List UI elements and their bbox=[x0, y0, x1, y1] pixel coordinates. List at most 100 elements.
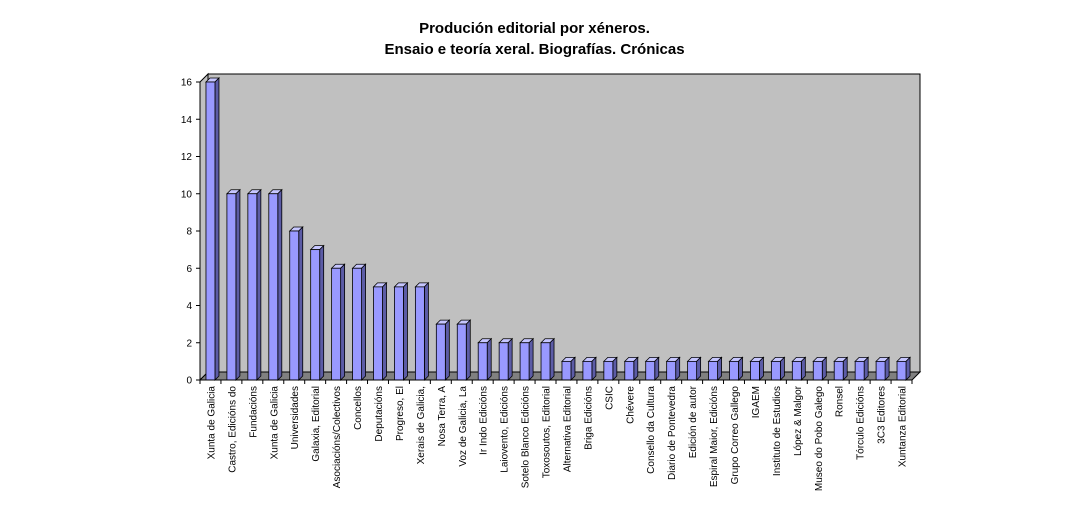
x-tick-label: Briga Edicións bbox=[583, 386, 594, 450]
bar-side bbox=[277, 188, 283, 381]
bar-side bbox=[863, 356, 869, 381]
x-tick-label: Galaxia, Editorial bbox=[311, 386, 322, 462]
y-tick-label: 2 bbox=[186, 338, 192, 349]
x-tick-label: Xerais de Galicia, bbox=[416, 386, 427, 464]
x-tick-label: Diario de Pontevedra bbox=[667, 386, 678, 480]
x-tick-label: Espiral Maior, Edicións bbox=[709, 386, 720, 487]
bar bbox=[288, 226, 304, 381]
x-tick-label: Universidades bbox=[290, 386, 301, 449]
bar-side bbox=[633, 356, 639, 381]
bar-side bbox=[821, 356, 827, 381]
bar-side bbox=[779, 356, 785, 381]
bar-side bbox=[256, 188, 262, 381]
bar bbox=[561, 356, 576, 381]
bar bbox=[246, 188, 262, 381]
chart-title-block: Produción editorial por xéneros. Ensaio … bbox=[0, 18, 1069, 60]
x-tick-label: Castro, Edicións do bbox=[227, 386, 238, 473]
bar bbox=[372, 281, 388, 381]
bar-front bbox=[394, 286, 404, 381]
bar-front bbox=[247, 193, 258, 381]
bar-side bbox=[361, 263, 366, 381]
bar-front bbox=[373, 286, 383, 381]
x-tick-label: Concellos bbox=[353, 386, 364, 430]
chart-subtitle: Ensaio e teoría xeral. Biografías. Cróni… bbox=[384, 41, 685, 58]
bar-front bbox=[519, 342, 530, 381]
bar-front bbox=[352, 267, 362, 381]
x-tick-label: Museo do Pobo Galego bbox=[814, 386, 825, 492]
bar-side bbox=[612, 356, 618, 381]
y-axis: 0 2 4 6 8 10 12 14 16 bbox=[181, 78, 201, 387]
bar-side bbox=[884, 356, 890, 381]
bar-side bbox=[507, 337, 513, 381]
y-tick-label: 8 bbox=[186, 227, 192, 238]
bar bbox=[896, 356, 911, 381]
back-wall bbox=[207, 73, 921, 373]
x-tick-label: Instituto de Estudios bbox=[772, 386, 783, 476]
bar bbox=[205, 77, 220, 381]
bar-side bbox=[486, 337, 492, 381]
x-tick-label: Xunta de Galicia bbox=[269, 386, 280, 460]
bar bbox=[414, 281, 430, 381]
x-tick-label: Ronsel bbox=[835, 386, 846, 417]
bar-front bbox=[729, 360, 739, 381]
x-tick-label: Grupo Correo Gallego bbox=[730, 386, 741, 485]
bar-front bbox=[750, 360, 760, 381]
x-tick-label: Sotelo Blanco Edicións bbox=[521, 386, 532, 488]
y-tick-label: 10 bbox=[181, 189, 193, 200]
bar-front bbox=[645, 360, 656, 381]
bar-front bbox=[812, 360, 823, 381]
bar-front bbox=[477, 342, 488, 381]
bar bbox=[602, 356, 618, 381]
bar-side bbox=[549, 337, 555, 381]
x-tick-label: Fundacións bbox=[248, 386, 259, 438]
bar bbox=[330, 263, 346, 381]
x-tick-label: Nosa Terra, A bbox=[437, 386, 448, 447]
bar-front bbox=[268, 193, 279, 381]
x-axis: Xunta de Galicia Castro, Edicións do Funda… bbox=[199, 379, 913, 492]
bar bbox=[770, 356, 786, 381]
x-tick-label: 3C3 Editores bbox=[877, 386, 888, 444]
bar-side bbox=[800, 356, 806, 381]
bar bbox=[707, 356, 723, 381]
bar bbox=[686, 356, 702, 381]
x-tick-label: Laiovento, Edicións bbox=[500, 386, 511, 473]
bar bbox=[309, 244, 325, 381]
bar bbox=[225, 188, 241, 381]
bar bbox=[833, 356, 849, 381]
bar bbox=[665, 356, 681, 381]
bar bbox=[581, 356, 597, 381]
bar-front bbox=[331, 267, 342, 381]
bars bbox=[205, 77, 911, 381]
bar bbox=[644, 356, 660, 381]
bar-side bbox=[591, 356, 597, 381]
x-tick-label: Consello da Cultura bbox=[646, 386, 657, 474]
bar-front bbox=[791, 360, 802, 381]
x-tick-label: Toxosoutos, Editorial bbox=[542, 386, 553, 478]
bar-side bbox=[905, 356, 911, 381]
bar-side bbox=[675, 356, 681, 381]
x-tick-label: Xuntanza Editorial bbox=[898, 386, 909, 467]
x-tick-label: Tórculo Edicións bbox=[856, 386, 867, 460]
bar-front bbox=[289, 230, 300, 381]
bar-side bbox=[319, 244, 325, 381]
bar-side bbox=[654, 356, 660, 381]
floor bbox=[198, 371, 922, 381]
bar-side bbox=[842, 356, 848, 381]
bar-front bbox=[624, 360, 635, 381]
x-tick-label: Ir Indo Edicións bbox=[479, 386, 490, 455]
bar-front bbox=[708, 360, 718, 381]
y-tick-label: 12 bbox=[181, 152, 193, 163]
x-tick-label: Edición de autor bbox=[688, 385, 699, 458]
bar bbox=[623, 356, 639, 381]
bar bbox=[854, 356, 870, 381]
y-tick-label: 4 bbox=[186, 301, 192, 312]
bar bbox=[728, 356, 744, 381]
bar-side bbox=[528, 337, 534, 381]
bar-front bbox=[205, 81, 216, 381]
bar-front bbox=[561, 360, 572, 381]
y-tick-label: 0 bbox=[186, 376, 192, 387]
bar-front bbox=[603, 360, 614, 381]
bar-front bbox=[435, 323, 446, 381]
bar-side bbox=[696, 356, 702, 381]
